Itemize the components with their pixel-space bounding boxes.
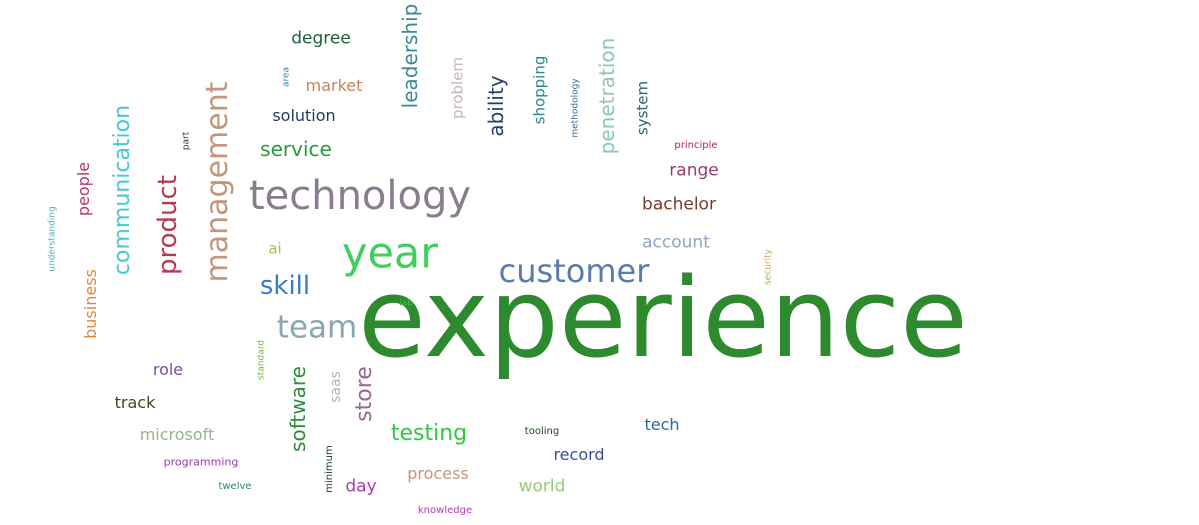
word-track: track [114, 393, 156, 412]
word-leadership: leadership [398, 3, 422, 109]
word-part: part [181, 131, 192, 151]
word-penetration: penetration [595, 37, 619, 155]
word-business: business [81, 269, 100, 339]
word-year: year [342, 228, 438, 279]
word-account: account [642, 232, 710, 253]
word-methodology: methodology [570, 78, 581, 138]
word-lab: lab [399, 298, 413, 309]
word-process: process [407, 464, 469, 483]
word-management: management [200, 81, 235, 283]
word-standard: standard [256, 340, 267, 380]
word-system: system [633, 80, 652, 136]
word-area: area [281, 66, 292, 88]
word-customer: customer [498, 252, 650, 290]
word-knowledge: knowledge [417, 505, 473, 516]
word-minimum: minimum [324, 445, 335, 493]
word-tech: tech [644, 415, 680, 434]
word-store: store [352, 366, 377, 422]
word-people: people [74, 161, 93, 217]
word-service: service [260, 137, 332, 161]
word-bachelor: bachelor [642, 194, 716, 215]
word-range: range [669, 160, 719, 181]
word-day: day [345, 476, 377, 497]
word-principle: principle [674, 140, 718, 151]
word-team: team [276, 309, 358, 346]
word-ability: ability [484, 75, 508, 137]
word-problem: problem [448, 56, 467, 120]
word-tooling: tooling [524, 426, 560, 437]
word-communication: communication [110, 104, 135, 276]
word-degree: degree [291, 28, 351, 49]
word-security: security [763, 249, 774, 285]
word-ai: ai [268, 239, 282, 258]
word-skill: skill [259, 271, 311, 301]
word-saas: saas [328, 371, 344, 403]
word-testing: testing [390, 421, 468, 446]
word-understanding: understanding [47, 206, 58, 272]
word-product: product [153, 174, 183, 276]
word-programming: programming [163, 455, 239, 469]
word-software: software [286, 366, 310, 452]
word-solution: solution [272, 106, 336, 125]
word-world: world [518, 476, 566, 497]
word-technology: technology [248, 173, 472, 219]
word-record: record [553, 445, 605, 464]
word-shopping: shopping [530, 55, 549, 125]
word-microsoft: microsoft [139, 425, 215, 444]
word-experience: experience [358, 254, 968, 382]
word-twelve: twelve [218, 481, 252, 492]
word-role: role [152, 360, 184, 379]
word-market: market [305, 76, 363, 95]
